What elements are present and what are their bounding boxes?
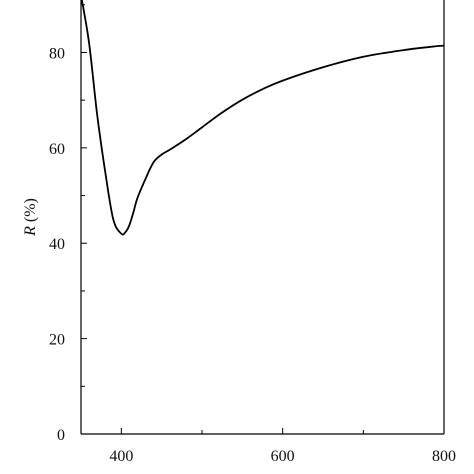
- y-tick-label: 60: [49, 141, 65, 158]
- x-tick-label: 400: [109, 448, 133, 465]
- x-tick-label: 800: [432, 448, 456, 465]
- y-tick-label: 0: [57, 427, 65, 444]
- y-tick-label: 40: [49, 236, 65, 253]
- reflectance-line: [81, 0, 444, 236]
- chart-ticks: [81, 4, 445, 435]
- chart-axes: [80, 0, 445, 435]
- y-axis-label: R (%): [22, 198, 39, 237]
- y-tick-label: 80: [49, 45, 65, 62]
- y-tick-label: 20: [49, 332, 65, 349]
- chart-series: [81, 0, 444, 236]
- y-axis-label-unit: (%): [22, 198, 39, 226]
- y-axis-label-symbol: R: [22, 226, 39, 237]
- chart-tick-labels: 400 600 800 0 20 40 60 80: [49, 45, 456, 465]
- x-tick-label: 600: [271, 448, 295, 465]
